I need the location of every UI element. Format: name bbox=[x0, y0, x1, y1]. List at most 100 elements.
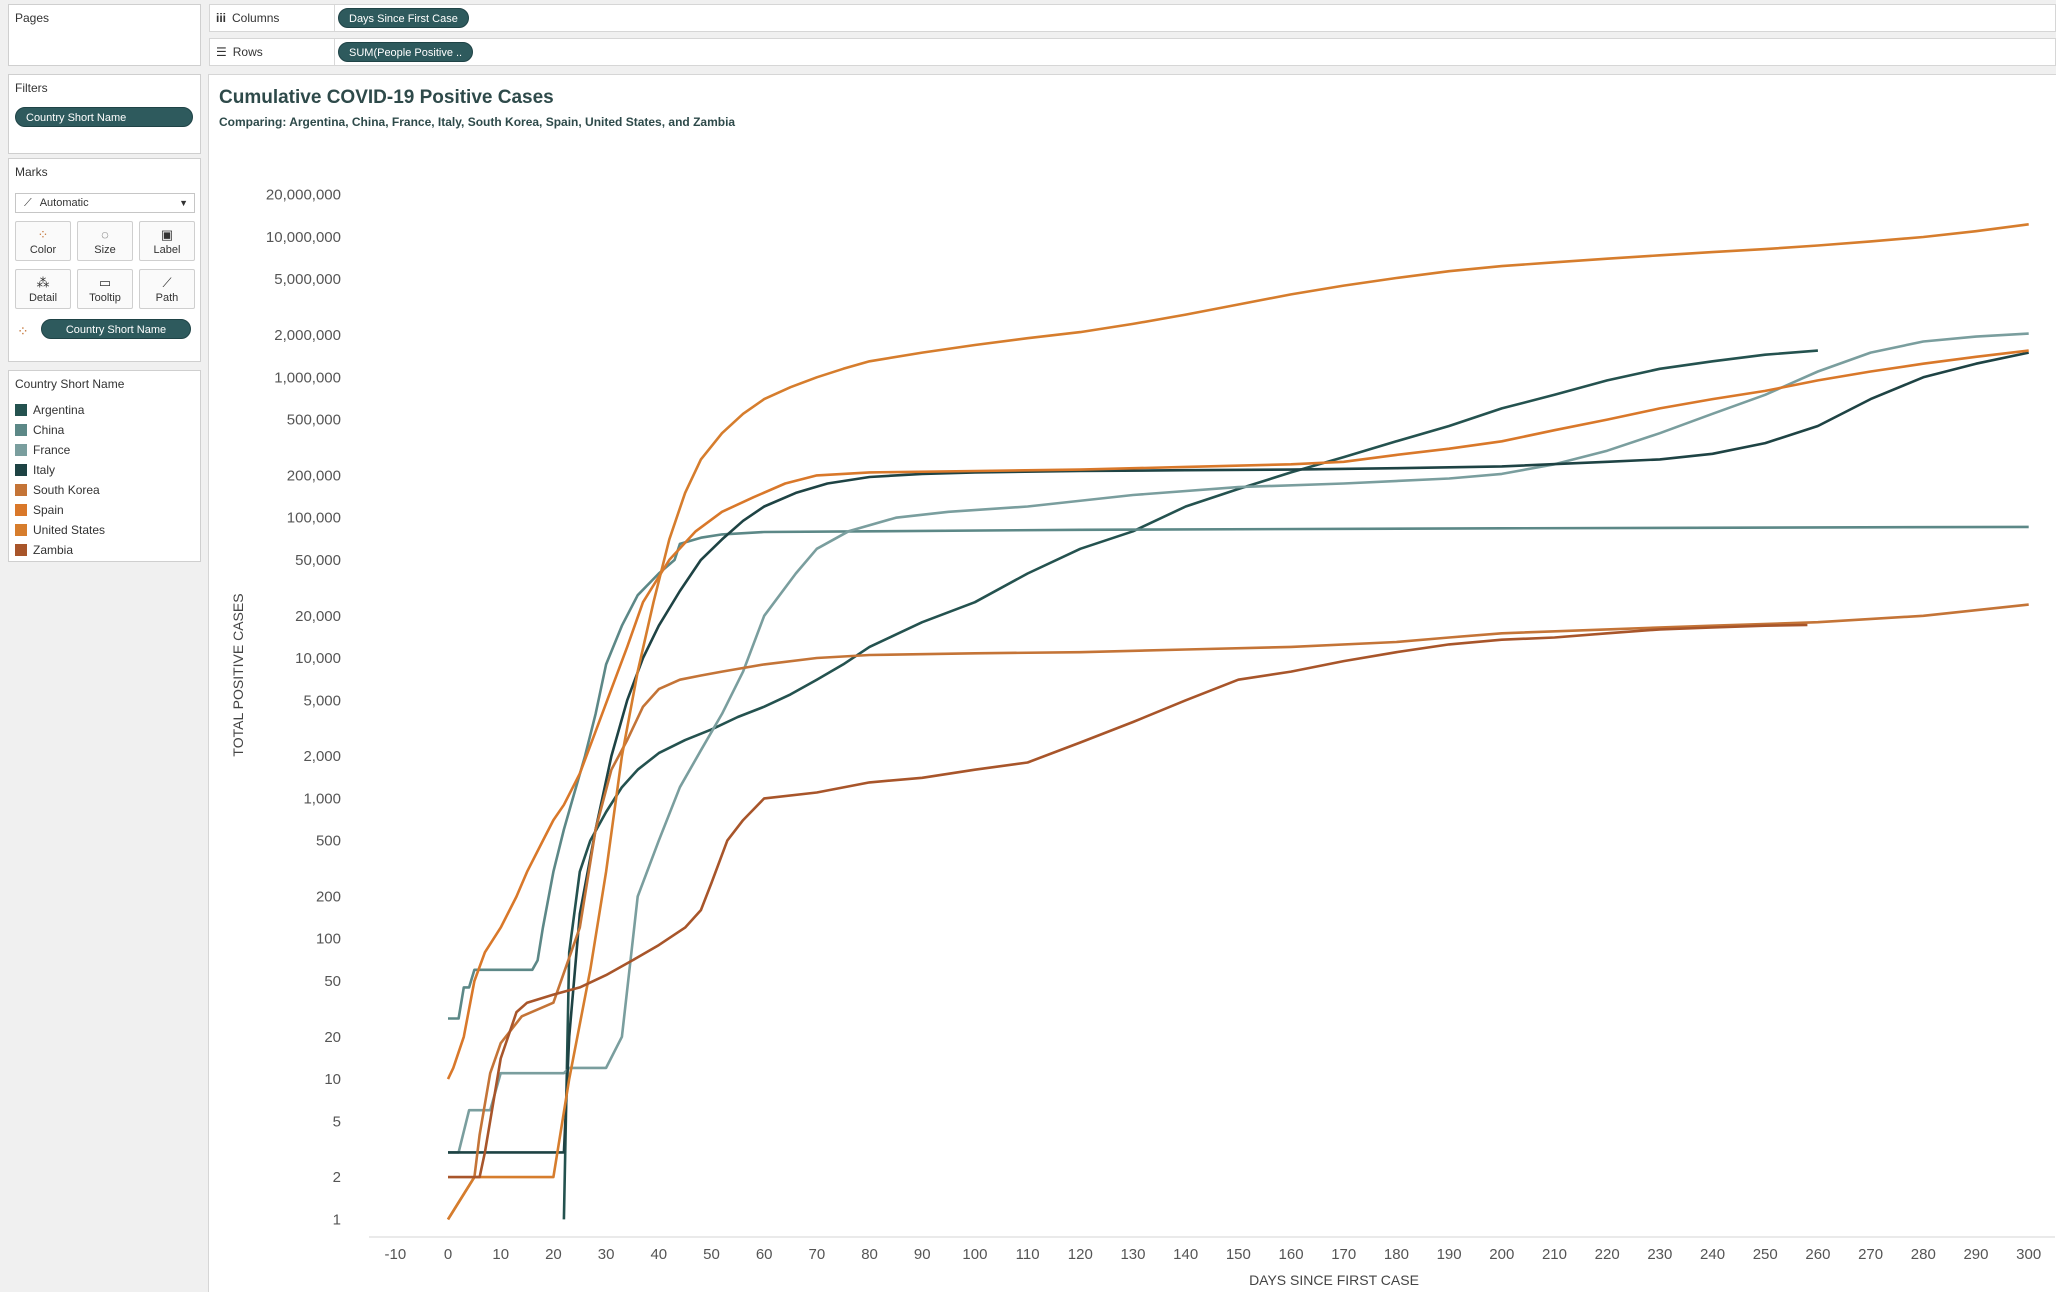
y-tick-label: 50 bbox=[324, 973, 341, 990]
y-tick-label: 200,000 bbox=[287, 467, 341, 484]
view-area[interactable]: Cumulative COVID-19 Positive Cases Compa… bbox=[208, 74, 2056, 1292]
detail-button[interactable]: ⁂ Detail bbox=[15, 269, 71, 309]
x-tick-label: 50 bbox=[703, 1246, 720, 1263]
x-tick-label: 300 bbox=[2016, 1246, 2041, 1263]
columns-pill[interactable]: Days Since First Case bbox=[338, 8, 469, 28]
legend-label: China bbox=[33, 423, 65, 437]
label-button[interactable]: ▣ Label bbox=[139, 221, 195, 261]
x-tick-label: 230 bbox=[1647, 1246, 1672, 1263]
filters-panel[interactable]: Filters Country Short Name bbox=[8, 74, 201, 154]
filters-title: Filters bbox=[15, 81, 48, 95]
path-icon: ⟋ bbox=[162, 275, 172, 290]
legend-item[interactable]: South Korea bbox=[15, 481, 100, 499]
color-legend-panel[interactable]: Country Short Name Argentina China France I… bbox=[8, 370, 201, 562]
legend-item[interactable]: Zambia bbox=[15, 541, 73, 559]
x-tick-label: 290 bbox=[1963, 1246, 1988, 1263]
x-tick-label: 270 bbox=[1858, 1246, 1883, 1263]
legend-label: Argentina bbox=[33, 403, 85, 417]
legend-swatch bbox=[15, 544, 27, 556]
rows-pill[interactable]: SUM(People Positive .. bbox=[338, 42, 474, 62]
columns-shelf[interactable]: iii Columns Days Since First Case bbox=[209, 4, 2056, 32]
x-tick-label: 40 bbox=[650, 1246, 667, 1263]
series-line-france[interactable] bbox=[448, 332, 2029, 1154]
series-line-zambia[interactable] bbox=[448, 623, 1808, 1179]
legend-item[interactable]: Spain bbox=[15, 501, 64, 519]
legend-item[interactable]: France bbox=[15, 441, 70, 459]
tooltip-button[interactable]: ▭ Tooltip bbox=[77, 269, 133, 309]
x-tick-label: 140 bbox=[1173, 1246, 1198, 1263]
y-tick-label: 20,000 bbox=[295, 608, 341, 625]
line-mark-icon: ⟋ bbox=[24, 197, 32, 209]
y-tick-label: 5,000 bbox=[303, 692, 341, 709]
legend-title: Country Short Name bbox=[15, 377, 125, 391]
x-tick-label: 250 bbox=[1753, 1246, 1778, 1263]
x-axis-label: DAYS SINCE FIRST CASE bbox=[1249, 1272, 1419, 1288]
mark-type-dropdown[interactable]: ⟋ Automatic ▼ bbox=[15, 193, 195, 213]
marks-panel[interactable]: Marks ⟋ Automatic ▼ ⁘ Color ◌ Size ▣ Labe… bbox=[8, 158, 201, 362]
legend-item[interactable]: Argentina bbox=[15, 401, 84, 419]
color-button[interactable]: ⁘ Color bbox=[15, 221, 71, 261]
path-button[interactable]: ⟋ Path bbox=[139, 269, 195, 309]
x-tick-label: 80 bbox=[861, 1246, 878, 1263]
path-button-label: Path bbox=[155, 292, 179, 304]
x-tick-label: 170 bbox=[1331, 1246, 1356, 1263]
x-tick-label: 200 bbox=[1489, 1246, 1514, 1263]
shelf-divider bbox=[334, 5, 335, 31]
shelf-divider bbox=[334, 39, 335, 65]
series-line-china[interactable] bbox=[448, 525, 2029, 1020]
rows-shelf[interactable]: ☰ Rows SUM(People Positive .. bbox=[209, 38, 2056, 66]
legend-item[interactable]: United States bbox=[15, 521, 105, 539]
columns-shelf-label: iii Columns bbox=[216, 11, 280, 25]
series-line-south-korea[interactable] bbox=[446, 603, 2029, 1221]
legend-item[interactable]: Italy bbox=[15, 461, 55, 479]
x-tick-label: -10 bbox=[385, 1246, 407, 1263]
size-icon: ◌ bbox=[101, 227, 109, 242]
x-tick-label: 30 bbox=[598, 1246, 615, 1263]
color-pill-country[interactable]: Country Short Name bbox=[41, 319, 191, 339]
legend-swatch bbox=[15, 484, 27, 496]
tooltip-button-label: Tooltip bbox=[89, 292, 121, 304]
color-button-label: Color bbox=[29, 244, 57, 256]
y-tick-label: 10 bbox=[324, 1071, 341, 1088]
legend-label: Zambia bbox=[33, 543, 74, 557]
y-tick-label: 10,000,000 bbox=[266, 229, 341, 246]
y-tick-label: 5,000,000 bbox=[274, 271, 341, 288]
series-line-argentina[interactable] bbox=[562, 349, 1819, 1220]
legend-label: South Korea bbox=[33, 483, 100, 497]
legend-item[interactable]: China bbox=[15, 421, 64, 439]
x-tick-label: 10 bbox=[492, 1246, 509, 1263]
filter-pill-country[interactable]: Country Short Name bbox=[15, 107, 193, 127]
pages-panel[interactable]: Pages bbox=[8, 4, 201, 66]
legend-label: Spain bbox=[33, 503, 64, 517]
detail-icon: ⁂ bbox=[36, 275, 50, 290]
rows-shelf-label: ☰ Rows bbox=[216, 45, 263, 59]
x-tick-label: 260 bbox=[1805, 1246, 1830, 1263]
size-button[interactable]: ◌ Size bbox=[77, 221, 133, 261]
detail-button-label: Detail bbox=[28, 292, 58, 304]
x-tick-label: 240 bbox=[1700, 1246, 1725, 1263]
series-line-italy[interactable] bbox=[448, 351, 2029, 1154]
series-line-spain[interactable] bbox=[446, 349, 2029, 1080]
legend-swatch bbox=[15, 404, 27, 416]
size-button-label: Size bbox=[94, 244, 116, 256]
y-tick-label: 10,000 bbox=[295, 650, 341, 667]
rows-icon: ☰ bbox=[216, 45, 227, 59]
legend-label: France bbox=[33, 443, 71, 457]
y-tick-label: 20,000,000 bbox=[266, 187, 341, 204]
x-tick-label: 190 bbox=[1437, 1246, 1462, 1263]
series-line-united-states[interactable] bbox=[446, 223, 2029, 1221]
legend-swatch bbox=[15, 444, 27, 456]
y-tick-label: 200 bbox=[316, 888, 341, 905]
line-chart[interactable]: TOTAL POSITIVE CASES DAYS SINCE FIRST CA… bbox=[209, 75, 2055, 1291]
mark-type-value: Automatic bbox=[39, 197, 89, 209]
y-tick-label: 20 bbox=[324, 1029, 341, 1046]
y-tick-label: 50,000 bbox=[295, 552, 341, 569]
x-tick-label: 110 bbox=[1016, 1246, 1040, 1263]
label-icon: ▣ bbox=[160, 227, 174, 242]
y-tick-label: 5 bbox=[333, 1113, 341, 1130]
x-tick-label: 220 bbox=[1595, 1246, 1620, 1263]
x-tick-label: 20 bbox=[545, 1246, 562, 1263]
legend-swatch bbox=[15, 424, 27, 436]
x-tick-label: 90 bbox=[914, 1246, 931, 1263]
legend-swatch bbox=[15, 504, 27, 516]
